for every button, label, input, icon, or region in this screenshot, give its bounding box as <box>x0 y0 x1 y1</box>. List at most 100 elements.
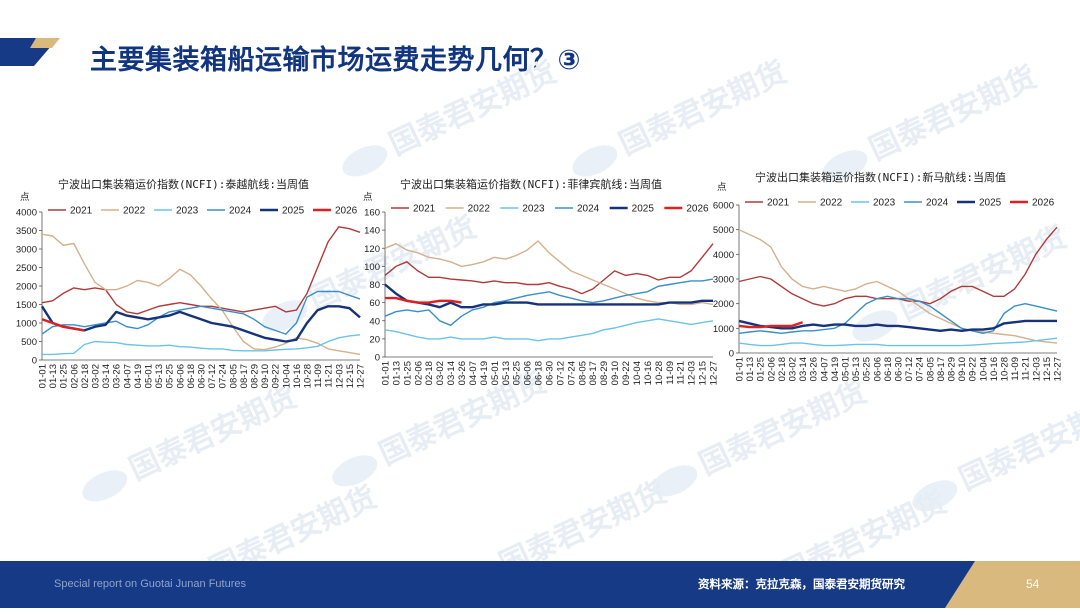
chart-title: 宁波出口集装箱运价指数(NCFI):菲律宾航线:当周值 <box>400 177 662 191</box>
data-source: 资料来源：克拉克森，国泰君安期货研究 <box>698 577 905 591</box>
x-tick-label: 09-10 <box>957 357 968 381</box>
y-tick-label: 3500 <box>16 226 37 237</box>
footer-tagline: Special report on Guotai Junan Futures <box>54 578 247 590</box>
y-tick-label: 2000 <box>713 299 734 310</box>
x-tick-label: 08-29 <box>250 364 261 388</box>
page-number: 54 <box>1026 577 1040 591</box>
x-tick-label: 05-01 <box>144 364 155 388</box>
y-unit-label: 点 <box>717 182 727 193</box>
x-tick-label: 04-19 <box>830 357 841 381</box>
legend-label: 2023 <box>176 206 199 217</box>
legend-label: 2026 <box>686 204 709 215</box>
x-tick-label: 01-13 <box>391 361 402 385</box>
x-tick-label: 10-28 <box>1000 357 1011 381</box>
x-tick-label: 08-05 <box>925 357 936 381</box>
x-tick-label: 12-03 <box>687 361 698 385</box>
x-tick-label: 01-01 <box>381 361 392 385</box>
series-line-2024 <box>738 295 1058 335</box>
legend-label: 2024 <box>926 198 949 209</box>
x-tick-label: 09-22 <box>621 361 632 385</box>
x-tick-label: 01-13 <box>48 364 59 388</box>
x-tick-label: 07-24 <box>566 361 577 385</box>
x-tick-label: 03-26 <box>112 364 123 388</box>
x-tick-label: 11-21 <box>324 364 335 388</box>
x-tick-label: 02-18 <box>777 357 788 381</box>
x-tick-label: 11-09 <box>313 364 324 388</box>
x-tick-label: 02-18 <box>424 361 435 385</box>
footer-decoration <box>910 561 1080 608</box>
x-tick-label: 05-25 <box>165 364 176 388</box>
legend-label: 2021 <box>70 206 93 217</box>
x-tick-label: 06-06 <box>523 361 534 385</box>
x-tick-label: 06-18 <box>883 357 894 381</box>
y-tick-label: 5000 <box>713 225 734 236</box>
x-tick-label: 10-28 <box>654 361 665 385</box>
x-tick-label: 01-25 <box>756 357 767 381</box>
legend-label: 2023 <box>873 198 896 209</box>
x-tick-label: 09-22 <box>968 357 979 381</box>
y-tick-label: 1500 <box>16 300 37 311</box>
x-tick-label: 07-12 <box>904 357 915 381</box>
y-tick-label: 0 <box>729 349 734 360</box>
series-line-2021 <box>738 226 1058 307</box>
y-tick-label: 4000 <box>16 208 37 219</box>
x-tick-label: 10-28 <box>303 364 314 388</box>
x-tick-label: 05-01 <box>490 361 501 385</box>
x-tick-label: 05-01 <box>841 357 852 381</box>
x-tick-label: 12-27 <box>356 364 367 388</box>
y-tick-label: 20 <box>369 334 380 345</box>
x-tick-label: 02-06 <box>69 364 80 388</box>
series-line-2026 <box>385 296 462 304</box>
corner-decoration <box>0 38 60 66</box>
x-tick-label: 10-16 <box>643 361 654 385</box>
x-tick-label: 06-30 <box>894 357 905 381</box>
x-tick-label: 08-05 <box>228 364 239 388</box>
y-tick-label: 500 <box>21 337 37 348</box>
x-tick-label: 12-15 <box>1042 357 1053 381</box>
series-line-2023 <box>384 318 714 342</box>
series-line-2026 <box>738 321 803 329</box>
x-tick-label: 03-02 <box>788 357 799 381</box>
x-tick-label: 12-27 <box>709 361 720 385</box>
x-tick-label: 12-15 <box>698 361 709 385</box>
x-tick-label: 03-14 <box>798 357 809 381</box>
chart-title: 宁波出口集装箱运价指数(NCFI):泰越航线:当周值 <box>58 177 309 191</box>
x-tick-label: 06-30 <box>197 364 208 388</box>
chart-title: 宁波出口集装箱运价指数(NCFI):新马航线:当周值 <box>755 170 1006 184</box>
y-tick-label: 0 <box>32 356 37 367</box>
y-tick-label: 80 <box>369 280 380 291</box>
page-title: 主要集装箱船运输市场运费走势几何？③ <box>90 45 581 76</box>
y-tick-label: 2000 <box>16 282 37 293</box>
series-line-2022 <box>41 233 361 356</box>
x-tick-label: 10-04 <box>978 357 989 381</box>
legend-label: 2024 <box>577 204 600 215</box>
x-tick-label: 03-02 <box>91 364 102 388</box>
x-tick-label: 07-12 <box>555 361 566 385</box>
x-tick-label: 12-15 <box>345 364 356 388</box>
y-tick-label: 1000 <box>16 319 37 330</box>
series-line-2023 <box>738 337 1058 347</box>
series-line-2024 <box>41 290 361 335</box>
series-line-2025 <box>384 283 713 309</box>
y-tick-label: 0 <box>375 353 380 364</box>
x-tick-label: 09-22 <box>271 364 282 388</box>
legend-label: 2026 <box>1032 198 1055 209</box>
y-tick-label: 1000 <box>713 324 734 335</box>
y-tick-label: 6000 <box>713 201 734 212</box>
y-unit-label: 点 <box>363 192 373 203</box>
series-line-2021 <box>41 226 361 315</box>
x-tick-label: 08-05 <box>577 361 588 385</box>
x-tick-label: 06-18 <box>534 361 545 385</box>
x-tick-label: 03-14 <box>101 364 112 388</box>
x-tick-label: 07-24 <box>218 364 229 388</box>
x-tick-label: 08-29 <box>947 357 958 381</box>
y-tick-label: 140 <box>364 226 380 237</box>
series-line-2025 <box>738 319 1057 333</box>
x-tick-label: 05-25 <box>512 361 523 385</box>
x-tick-label: 12-27 <box>1053 357 1064 381</box>
x-tick-label: 05-13 <box>851 357 862 381</box>
legend-label: 2023 <box>522 204 545 215</box>
x-tick-label: 10-16 <box>292 364 303 388</box>
